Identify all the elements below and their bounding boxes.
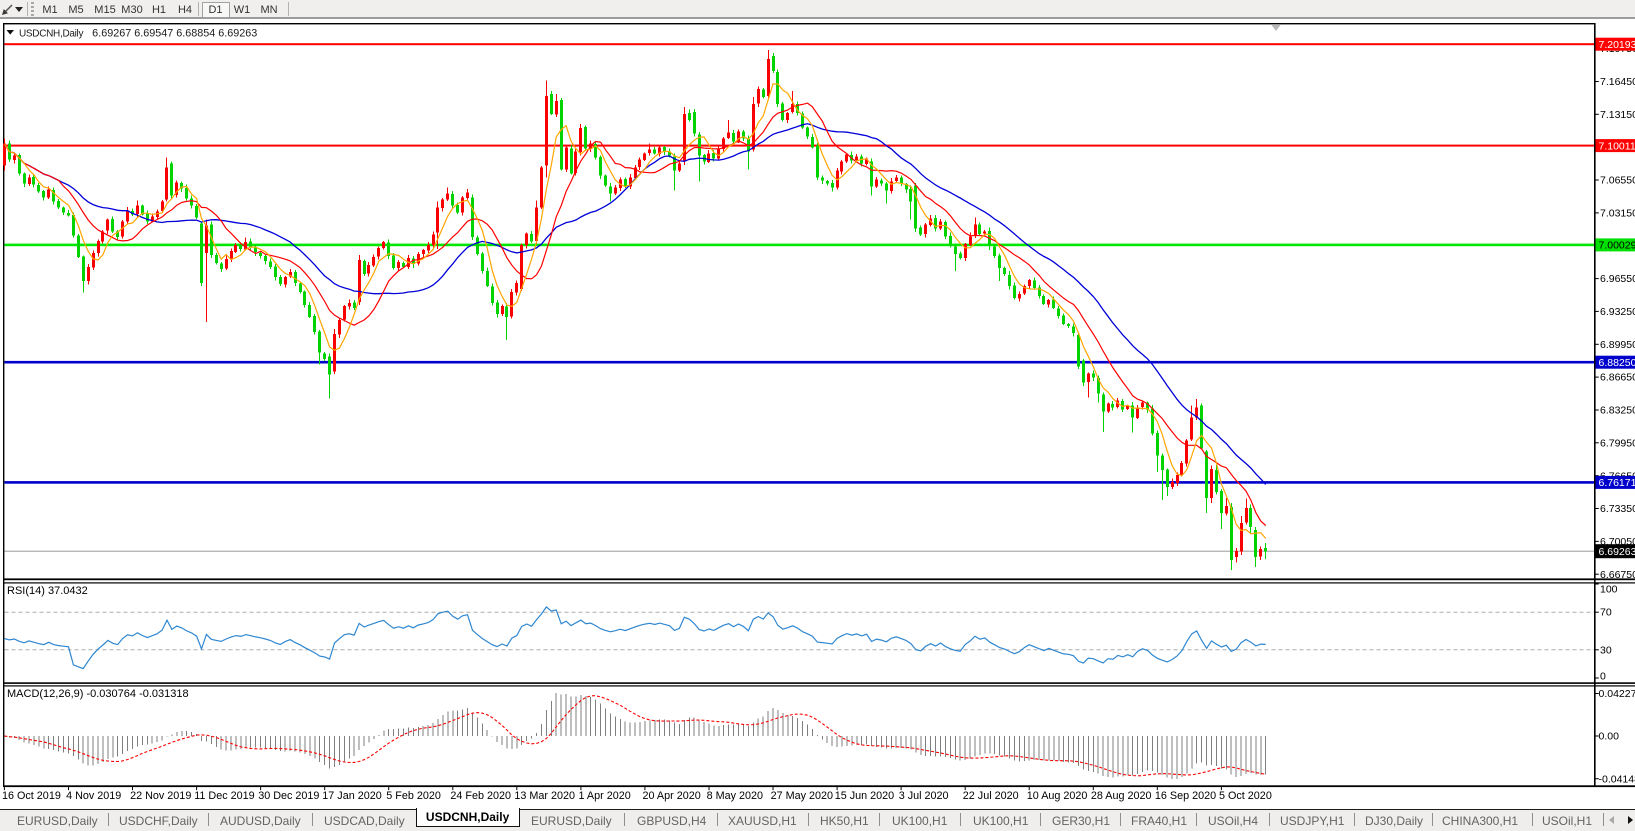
svg-text:6.96550: 6.96550 [1600, 273, 1635, 285]
svg-text:RSI(14) 37.0432: RSI(14) 37.0432 [7, 585, 88, 597]
svg-text:27 May 2020: 27 May 2020 [771, 790, 833, 802]
svg-text:7.16450: 7.16450 [1600, 76, 1635, 88]
svg-text:28 Aug 2020: 28 Aug 2020 [1091, 790, 1152, 802]
svg-text:30: 30 [1600, 645, 1612, 657]
svg-text:0.00: 0.00 [1599, 731, 1620, 743]
svg-text:16 Sep 2020: 16 Sep 2020 [1155, 790, 1216, 802]
svg-text:0.042275: 0.042275 [1599, 688, 1635, 700]
svg-text:MACD(12,26,9) -0.030764 -0.031: MACD(12,26,9) -0.030764 -0.031318 [7, 688, 189, 700]
svg-text:24 Feb 2020: 24 Feb 2020 [450, 790, 511, 802]
svg-text:1 Apr 2020: 1 Apr 2020 [579, 790, 631, 802]
svg-text:22 Nov 2019: 22 Nov 2019 [130, 790, 191, 802]
svg-text:6.86650: 6.86650 [1600, 372, 1635, 384]
svg-text:5 Feb 2020: 5 Feb 2020 [386, 790, 441, 802]
svg-text:6.83250: 6.83250 [1600, 405, 1635, 417]
svg-text:13 Mar 2020: 13 Mar 2020 [514, 790, 575, 802]
svg-text:30 Dec 2019: 30 Dec 2019 [258, 790, 319, 802]
svg-text:6.88250: 6.88250 [1599, 357, 1635, 369]
svg-text:3 Jul 2020: 3 Jul 2020 [899, 790, 949, 802]
svg-text:6.89950: 6.89950 [1600, 339, 1635, 351]
svg-text:100: 100 [1600, 584, 1618, 596]
svg-text:70: 70 [1600, 607, 1612, 619]
svg-text:7.20193: 7.20193 [1599, 39, 1635, 51]
svg-text:20 Apr 2020: 20 Apr 2020 [643, 790, 701, 802]
svg-text:6.73350: 6.73350 [1600, 503, 1635, 515]
svg-text:6.79950: 6.79950 [1600, 437, 1635, 449]
svg-text:7.03150: 7.03150 [1600, 208, 1635, 220]
svg-text:8 May 2020: 8 May 2020 [707, 790, 763, 802]
svg-text:17 Jan 2020: 17 Jan 2020 [322, 790, 381, 802]
svg-text:7.00029: 7.00029 [1599, 240, 1635, 252]
svg-text:6.93250: 6.93250 [1600, 306, 1635, 318]
svg-text:7.13150: 7.13150 [1600, 109, 1635, 121]
svg-text:USDCNH,Daily 6.69267 6.69547 6: USDCNH,Daily 6.69267 6.69547 6.68854 6.6… [19, 28, 257, 40]
svg-text:0: 0 [1600, 671, 1606, 683]
svg-text:5 Oct 2020: 5 Oct 2020 [1219, 790, 1272, 802]
svg-text:4 Nov 2019: 4 Nov 2019 [66, 790, 121, 802]
svg-text:-0.04148: -0.04148 [1599, 773, 1635, 785]
svg-text:16 Oct 2019: 16 Oct 2019 [2, 790, 61, 802]
svg-text:7.10011: 7.10011 [1599, 140, 1635, 152]
svg-text:22 Jul 2020: 22 Jul 2020 [963, 790, 1019, 802]
svg-text:6.76171: 6.76171 [1599, 477, 1635, 489]
svg-text:10 Aug 2020: 10 Aug 2020 [1027, 790, 1088, 802]
svg-text:11 Dec 2019: 11 Dec 2019 [194, 790, 254, 802]
svg-text:7.06550: 7.06550 [1600, 175, 1635, 187]
svg-text:15 Jun 2020: 15 Jun 2020 [835, 790, 894, 802]
svg-text:6.69263: 6.69263 [1599, 546, 1635, 558]
svg-text:6.66750: 6.66750 [1600, 569, 1635, 581]
